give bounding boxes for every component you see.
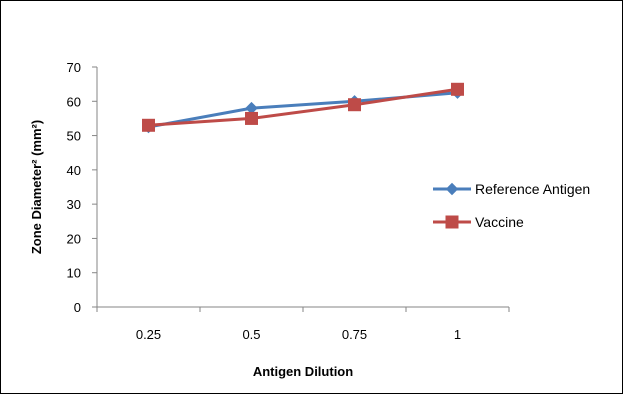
y-tick-label: 60 (67, 94, 81, 109)
y-tick-label: 50 (67, 129, 81, 144)
legend: Reference Antigen Vaccine (433, 181, 590, 230)
data-point (451, 82, 464, 96)
legend-marker (445, 182, 459, 196)
series-1 (142, 86, 464, 134)
x-tick-label: 0.25 (136, 327, 161, 342)
x-tick-labels: 0.25 0.5 0.75 1 (136, 327, 461, 342)
legend-label: Reference Antigen (475, 181, 590, 197)
y-tick-label: 70 (67, 60, 81, 75)
legend-item: Reference Antigen (433, 181, 590, 197)
x-axis-title: Antigen Dilution (253, 364, 353, 379)
series-line (148, 87, 458, 127)
series-group (142, 82, 464, 134)
x-tick-label: 0.75 (342, 327, 367, 342)
x-tick-label: 0.5 (242, 327, 260, 342)
y-tick-label: 0 (74, 300, 81, 315)
y-tick-label: 20 (67, 231, 81, 246)
legend-item: Vaccine (433, 214, 524, 230)
y-axis-title: Zone Diameter² (mm²) (29, 120, 44, 254)
chart-axes (92, 66, 510, 312)
y-tick-label: 40 (67, 163, 81, 178)
legend-marker (445, 215, 459, 229)
series-2 (142, 82, 464, 132)
y-tick-label: 30 (67, 197, 81, 212)
y-tick-labels: 0 10 20 30 40 50 60 70 (67, 60, 81, 315)
data-point (245, 111, 258, 125)
x-tick-label: 1 (454, 327, 461, 342)
data-point (348, 98, 361, 112)
legend-label: Vaccine (475, 214, 524, 230)
y-tick-label: 10 (67, 266, 81, 281)
data-point (142, 118, 155, 132)
